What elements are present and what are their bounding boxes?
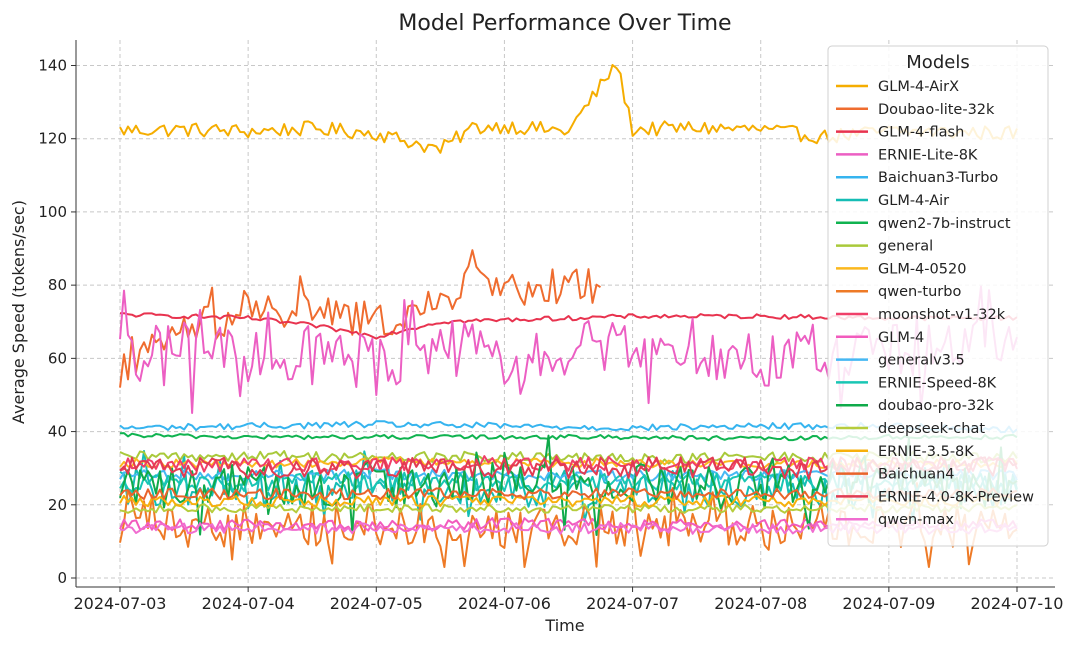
legend-label: qwen-turbo [878,284,961,300]
legend-label: GLM-4-flash [878,125,964,141]
legend-label: generalv3.5 [878,353,965,369]
legend-label: deepseek-chat [878,421,985,437]
legend-label: qwen-max [878,512,954,528]
y-tick-label: 40 [48,423,67,441]
x-tick-label: 2024-07-09 [842,594,935,613]
legend-label: GLM-4-Air [878,193,949,209]
legend-label: GLM-4 [878,330,924,346]
series-line-Doubao-lite-32k [119,249,602,388]
legend-label: Doubao-lite-32k [878,102,995,118]
x-tick-label: 2024-07-08 [714,594,807,613]
x-axis-label: Time [544,616,584,635]
y-tick-label: 80 [48,276,67,294]
y-tick-label: 0 [57,569,67,587]
y-tick-label: 20 [48,496,67,514]
legend-label: qwen2-7b-instruct [878,216,1011,232]
legend-label: ERNIE-3.5-8K [878,444,974,460]
y-tick-label: 60 [48,349,67,367]
legend-label: Baichuan4 [878,467,955,483]
legend-label: GLM-4-AirX [878,79,959,95]
legend-label: Baichuan3-Turbo [878,170,998,186]
legend-label: ERNIE-4.0-8K-Preview [878,489,1034,505]
x-tick-label: 2024-07-05 [330,594,423,613]
x-tick-label: 2024-07-03 [74,594,167,613]
y-tick-label: 100 [38,203,67,221]
y-axis-label: Average Speed (tokens/sec) [9,200,28,424]
chart-title: Model Performance Over Time [398,11,731,36]
y-tick-label: 140 [38,57,67,75]
x-tick-label: 2024-07-04 [202,594,295,613]
y-tick-label: 120 [38,130,67,148]
x-tick-label: 2024-07-10 [971,594,1064,613]
x-tick-label: 2024-07-07 [586,594,679,613]
legend-label: GLM-4-0520 [878,261,966,277]
legend-label: ERNIE-Lite-8K [878,147,978,163]
legend-label: moonshot-v1-32k [878,307,1006,323]
legend-label: ERNIE-Speed-8K [878,375,997,391]
legend-title: Models [906,52,969,73]
legend-label: general [878,239,933,255]
x-tick-label: 2024-07-06 [458,594,551,613]
legend-label: doubao-pro-32k [878,398,994,414]
legend-box [827,45,1049,547]
